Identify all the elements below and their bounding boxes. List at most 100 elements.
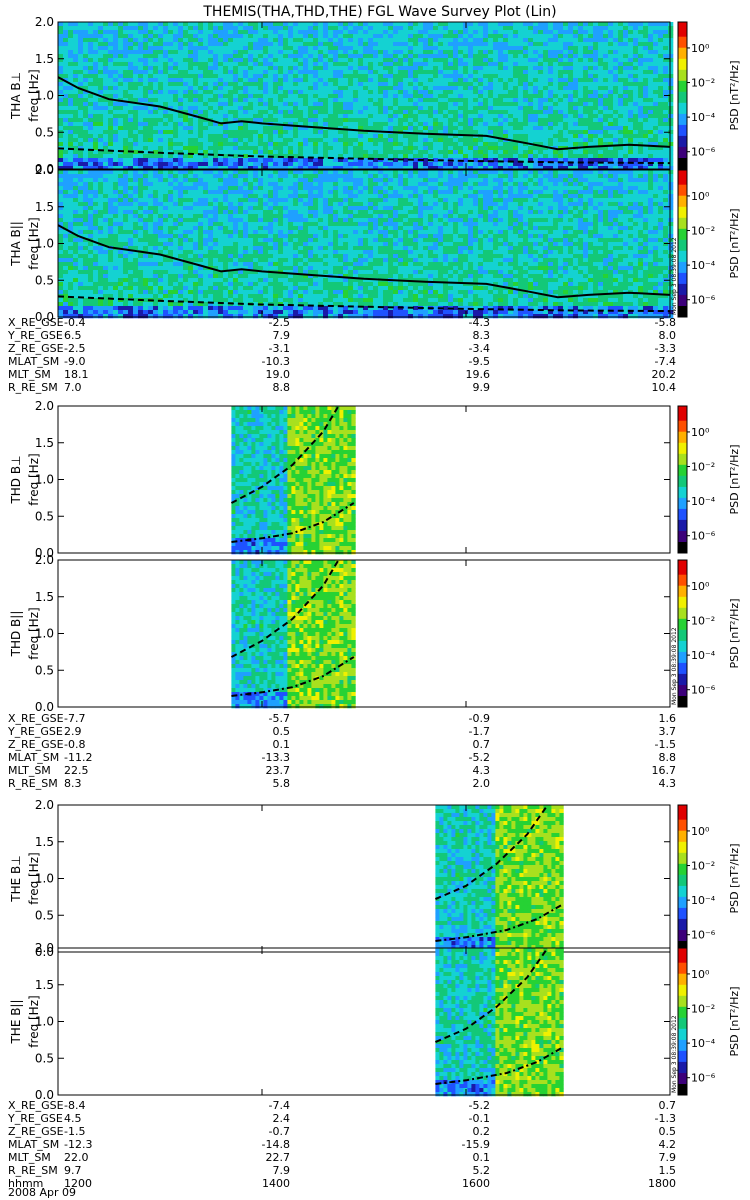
y-tick-label: 1.5: [35, 52, 54, 66]
spectrogram-cell: [583, 146, 589, 151]
spectrogram-cell: [438, 162, 444, 167]
spectrogram-cell: [543, 94, 549, 99]
spectrogram-cell: [323, 22, 329, 27]
spectrogram-cell: [73, 310, 79, 315]
spectrogram-cell: [108, 282, 114, 287]
spectrogram-cell: [118, 26, 124, 31]
spectrogram-cell: [288, 142, 294, 147]
spectrogram-cell: [368, 158, 374, 163]
spectrogram-cell: [563, 106, 569, 111]
spectrogram-cell: [68, 254, 74, 259]
spectrogram-cell: [73, 114, 79, 119]
spectrogram-cell: [273, 166, 279, 171]
spectrogram-cell: [418, 162, 424, 167]
spectrogram-cell: [93, 190, 99, 195]
spectrogram-cell: [208, 162, 214, 167]
spectrogram-cell: [398, 82, 404, 87]
spectrogram-cell: [78, 158, 84, 163]
spectrogram-cell: [588, 90, 594, 95]
spectrogram-cell: [278, 158, 284, 163]
spectrogram-cell: [423, 118, 429, 123]
spectrogram-cell: [363, 50, 369, 55]
spectrogram-cell: [423, 154, 429, 159]
spectrogram-cell: [113, 106, 119, 111]
spectrogram-cell: [158, 138, 164, 143]
spectrogram-cell: [363, 162, 369, 167]
spectrogram-cell: [503, 50, 509, 55]
spectrogram-cell: [293, 166, 299, 171]
spectrogram-cell: [73, 122, 79, 127]
spectrogram-cell: [428, 54, 434, 59]
spectrogram-cell: [503, 146, 509, 151]
spectrogram-cell: [573, 114, 579, 119]
spectrogram-cell: [473, 126, 479, 131]
spectrogram-cell: [448, 102, 454, 107]
spectrogram-cell: [518, 34, 524, 39]
spectrogram-cell: [393, 70, 399, 75]
spectrogram-cell: [483, 34, 489, 39]
spectrogram-cell: [388, 26, 394, 31]
spectrogram-cell: [128, 122, 134, 127]
spectrogram-cell: [208, 42, 214, 47]
spectrogram-cell: [113, 38, 119, 43]
spectrogram-cell: [538, 22, 544, 27]
spectrogram-cell: [63, 314, 69, 319]
spectrogram-cell: [58, 58, 64, 63]
spectrogram-cell: [573, 90, 579, 95]
spectrogram-cell: [178, 66, 184, 71]
spectrogram-cell: [208, 38, 214, 43]
spectrogram-cell: [58, 86, 64, 91]
spectrogram-cell: [93, 218, 99, 223]
spectrogram-cell: [613, 58, 619, 63]
spectrogram-cell: [68, 26, 74, 31]
spectrogram-cell: [313, 78, 319, 83]
spectrogram-cell: [613, 130, 619, 135]
spectrogram-cell: [593, 22, 599, 27]
spectrogram-cell: [588, 34, 594, 39]
spectrogram-cell: [628, 94, 634, 99]
spectrogram-cell: [543, 78, 549, 83]
spectrogram-cell: [538, 82, 544, 87]
spectrogram-cell: [348, 110, 354, 115]
spectrogram-cell: [558, 50, 564, 55]
spectrogram-cell: [658, 150, 664, 155]
spectrogram-cell: [483, 50, 489, 55]
spectrogram-cell: [368, 146, 374, 151]
spectrogram-cell: [443, 130, 449, 135]
spectrogram-cell: [638, 30, 644, 35]
spectrogram-cell: [533, 82, 539, 87]
spectrogram-cell: [613, 118, 619, 123]
spectrogram-cell: [268, 30, 274, 35]
spectrogram-cell: [373, 142, 379, 147]
spectrogram-cell: [88, 218, 94, 223]
spectrogram-cell: [103, 58, 109, 63]
spectrogram-cell: [88, 106, 94, 111]
spectrogram-cell: [108, 218, 114, 223]
spectrogram-cell: [293, 98, 299, 103]
spectrogram-cell: [398, 90, 404, 95]
spectrogram-cell: [668, 106, 674, 111]
spectrogram-cell: [433, 54, 439, 59]
spectrogram-cell: [303, 138, 309, 143]
spectrogram-cell: [513, 158, 519, 163]
spectrogram-cell: [133, 138, 139, 143]
spectrogram-cell: [628, 74, 634, 79]
spectrogram-cell: [228, 106, 234, 111]
spectrogram-cell: [98, 126, 104, 131]
spectrogram-cell: [63, 170, 69, 175]
spectrogram-cell: [233, 98, 239, 103]
spectrogram-cell: [88, 50, 94, 55]
spectrogram-cell: [483, 30, 489, 35]
spectrogram-cell: [468, 142, 474, 147]
spectrogram-cell: [483, 114, 489, 119]
spectrogram-cell: [553, 122, 559, 127]
spectrogram-cell: [68, 166, 74, 171]
spectrogram-cell: [193, 82, 199, 87]
spectrogram-cell: [568, 86, 574, 91]
spectrogram-cell: [163, 78, 169, 83]
spectrogram-cell: [78, 162, 84, 167]
spectrogram-cell: [193, 50, 199, 55]
spectrogram-cell: [528, 34, 534, 39]
spectrogram-cell: [128, 126, 134, 131]
spectrogram-cell: [563, 134, 569, 139]
